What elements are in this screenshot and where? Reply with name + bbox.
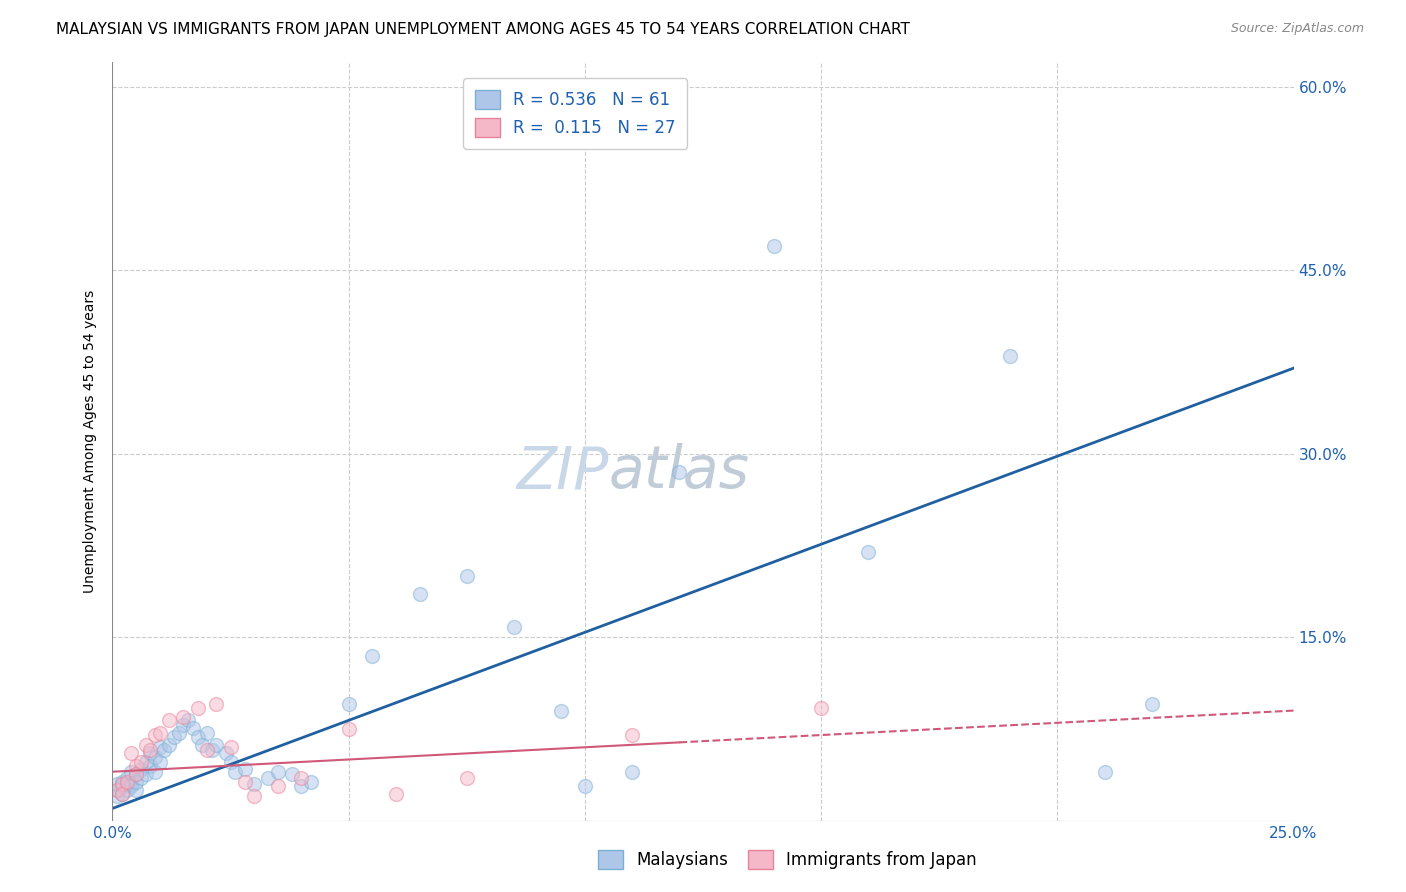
Point bbox=[153, 742, 176, 756]
Point bbox=[143, 764, 166, 779]
Point bbox=[135, 738, 157, 752]
Point bbox=[167, 725, 190, 739]
Point bbox=[172, 709, 194, 723]
Point bbox=[243, 789, 266, 804]
Point bbox=[201, 742, 224, 756]
Point bbox=[810, 701, 832, 715]
Point bbox=[149, 740, 172, 755]
Point bbox=[125, 767, 148, 781]
Point bbox=[115, 783, 138, 797]
Point bbox=[215, 747, 238, 761]
Point bbox=[195, 742, 218, 756]
Point bbox=[243, 777, 266, 791]
Point bbox=[135, 767, 157, 781]
Point bbox=[125, 774, 148, 789]
Point bbox=[191, 738, 214, 752]
Point bbox=[574, 780, 596, 794]
Point bbox=[139, 758, 162, 772]
Point bbox=[205, 738, 228, 752]
Point bbox=[120, 777, 142, 791]
Point bbox=[125, 767, 148, 781]
Point bbox=[120, 747, 142, 761]
Point bbox=[115, 771, 138, 785]
Point bbox=[233, 774, 256, 789]
Point bbox=[111, 774, 134, 789]
Point bbox=[115, 777, 138, 791]
Legend: R = 0.536   N = 61, R =  0.115   N = 27: R = 0.536 N = 61, R = 0.115 N = 27 bbox=[464, 78, 688, 149]
Point bbox=[105, 789, 128, 804]
Point bbox=[456, 569, 478, 583]
Point bbox=[181, 721, 204, 735]
Legend: Malaysians, Immigrants from Japan: Malaysians, Immigrants from Japan bbox=[588, 840, 987, 880]
Point bbox=[668, 465, 690, 479]
Point bbox=[299, 774, 322, 789]
Point bbox=[385, 787, 408, 801]
Point bbox=[267, 780, 290, 794]
Point bbox=[1140, 698, 1163, 712]
Point bbox=[129, 762, 152, 776]
Point bbox=[762, 239, 785, 253]
Point bbox=[157, 714, 180, 728]
Point bbox=[257, 771, 280, 785]
Point bbox=[163, 731, 186, 745]
Point bbox=[129, 771, 152, 785]
Text: MALAYSIAN VS IMMIGRANTS FROM JAPAN UNEMPLOYMENT AMONG AGES 45 TO 54 YEARS CORREL: MALAYSIAN VS IMMIGRANTS FROM JAPAN UNEMP… bbox=[56, 22, 910, 37]
Point bbox=[143, 728, 166, 742]
Point bbox=[143, 750, 166, 764]
Point bbox=[1094, 764, 1116, 779]
Point bbox=[205, 698, 228, 712]
Point bbox=[361, 648, 384, 663]
Y-axis label: Unemployment Among Ages 45 to 54 years: Unemployment Among Ages 45 to 54 years bbox=[83, 290, 97, 593]
Point bbox=[408, 587, 430, 601]
Point bbox=[186, 731, 208, 745]
Point bbox=[195, 725, 218, 739]
Point bbox=[105, 783, 128, 797]
Text: Source: ZipAtlas.com: Source: ZipAtlas.com bbox=[1230, 22, 1364, 36]
Point bbox=[149, 725, 172, 739]
Point bbox=[290, 771, 312, 785]
Point bbox=[135, 755, 157, 769]
Point bbox=[115, 774, 138, 789]
Point bbox=[337, 722, 360, 736]
Point bbox=[105, 783, 128, 797]
Point bbox=[139, 742, 162, 756]
Point bbox=[111, 777, 134, 791]
Point bbox=[111, 787, 134, 801]
Point bbox=[125, 758, 148, 772]
Point bbox=[125, 783, 148, 797]
Point bbox=[177, 714, 200, 728]
Point bbox=[139, 747, 162, 761]
Point bbox=[120, 764, 142, 779]
Point bbox=[219, 755, 242, 769]
Point bbox=[120, 780, 142, 794]
Point bbox=[105, 777, 128, 791]
Point bbox=[172, 718, 194, 732]
Point bbox=[290, 780, 312, 794]
Point bbox=[149, 755, 172, 769]
Point bbox=[111, 780, 134, 794]
Point bbox=[267, 764, 290, 779]
Point bbox=[550, 704, 572, 718]
Text: ZIP: ZIP bbox=[516, 443, 609, 500]
Point bbox=[129, 755, 152, 769]
Text: atlas: atlas bbox=[609, 443, 749, 500]
Point bbox=[224, 764, 246, 779]
Point bbox=[281, 767, 304, 781]
Point bbox=[186, 701, 208, 715]
Point bbox=[337, 698, 360, 712]
Point bbox=[233, 762, 256, 776]
Point bbox=[503, 620, 526, 634]
Point bbox=[621, 764, 644, 779]
Point bbox=[111, 787, 134, 801]
Point bbox=[998, 349, 1021, 363]
Point bbox=[219, 740, 242, 755]
Point bbox=[621, 728, 644, 742]
Point bbox=[858, 544, 880, 558]
Point bbox=[157, 738, 180, 752]
Point bbox=[456, 771, 478, 785]
